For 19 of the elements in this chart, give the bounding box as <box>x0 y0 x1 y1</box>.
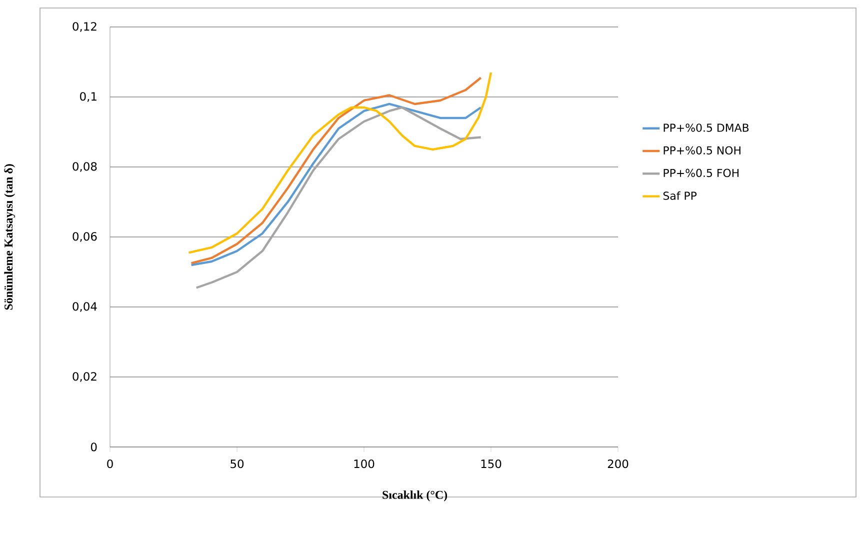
y-tick-label: 0,1 <box>80 92 96 102</box>
legend-label: Saf PP <box>663 191 697 200</box>
legend-label: PP+%0.5 NOH <box>664 146 740 154</box>
x-tick-label: 150 <box>481 460 502 468</box>
legend-label: PP+%0.5 DMAB <box>664 124 749 132</box>
x-tick-label: 50 <box>230 460 244 468</box>
x-tick-label: 200 <box>608 460 628 468</box>
x-tick-label: 0 <box>107 460 113 468</box>
y-tick-label: 0,04 <box>72 302 97 312</box>
x-axis-title: Sıcaklık (°C) <box>382 490 448 502</box>
y-tick-label: 0,12 <box>72 22 96 32</box>
y-tick-label: 0 <box>90 442 97 452</box>
x-tick-label: 100 <box>354 460 374 468</box>
legend-label: PP+%0.5 FOH <box>664 168 739 178</box>
y-tick-label: 0,02 <box>72 372 96 382</box>
line-series <box>195 106 482 289</box>
y-axis-title: Sönümleme Katsayısı (tan δ) <box>4 164 16 310</box>
y-tick-label: 0,08 <box>72 162 97 172</box>
y-tick-label: 0,06 <box>72 232 97 242</box>
